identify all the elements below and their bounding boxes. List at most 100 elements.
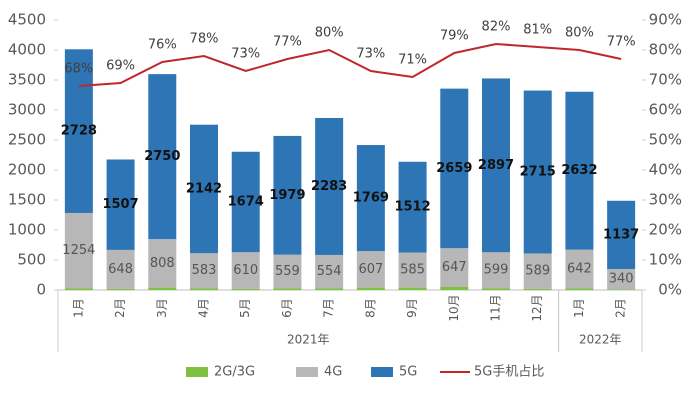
- y2-tick-label: 70%: [649, 71, 682, 89]
- y-tick-label: 3000: [8, 101, 46, 119]
- x-tick-label: 4月: [197, 298, 211, 318]
- value-label: 77%: [607, 35, 636, 50]
- bar-segment: [565, 249, 594, 289]
- x-tick-label: 1月: [71, 298, 85, 318]
- value-label: 1254: [62, 243, 95, 258]
- value-label: 80%: [315, 26, 344, 41]
- bar-segment: [523, 90, 552, 254]
- y2-tick-label: 90%: [649, 11, 682, 29]
- bar-segment: [190, 288, 218, 290]
- value-label: 2659: [436, 161, 472, 176]
- legend-swatch: [296, 367, 318, 377]
- bar-segment: [64, 49, 93, 213]
- x-tick-label: 8月: [363, 298, 377, 318]
- value-label: 1137: [603, 227, 639, 242]
- value-label: 82%: [482, 20, 511, 35]
- bar-segment: [356, 145, 385, 252]
- y2-tick-label: 30%: [649, 191, 682, 209]
- bar-segment: [148, 74, 177, 240]
- y-tick-label: 0: [36, 281, 46, 299]
- y2-tick-label: 80%: [649, 41, 682, 59]
- legend-label: 2G/3G: [214, 365, 255, 380]
- y2-tick-label: 20%: [649, 221, 682, 239]
- y-tick-label: 1500: [8, 191, 46, 209]
- x-tick-label: 6月: [280, 298, 294, 318]
- bar-segment: [523, 288, 552, 290]
- value-label: 73%: [356, 47, 385, 62]
- bar-segment: [398, 287, 427, 290]
- value-label: 647: [442, 260, 467, 275]
- legend-swatch: [186, 367, 208, 377]
- x-tick-label: 2月: [614, 298, 628, 318]
- legend-label: 5G手机占比: [474, 365, 544, 380]
- bar-segment: [356, 287, 385, 290]
- value-label: 81%: [523, 23, 552, 38]
- bar-segment: [565, 288, 594, 290]
- bar-segment: [482, 288, 510, 290]
- value-label: 80%: [565, 26, 594, 41]
- bar-segment: [315, 288, 344, 290]
- y-tick-label: 1000: [8, 221, 46, 239]
- bar-segment: [273, 254, 302, 289]
- value-label: 1512: [394, 200, 430, 215]
- y-tick-label: 3500: [8, 71, 46, 89]
- bar-segment: [607, 200, 636, 269]
- bar-segment: [482, 78, 510, 253]
- value-label: 583: [192, 263, 217, 278]
- y-tick-label: 4500: [8, 11, 46, 29]
- value-label: 78%: [190, 32, 219, 47]
- y2-tick-label: 40%: [649, 161, 682, 179]
- value-label: 1979: [269, 188, 305, 203]
- line: [78, 42, 622, 87]
- bar-segment: [356, 251, 385, 288]
- x-tick-label: 11月: [489, 294, 503, 321]
- y2-tick-label: 0%: [658, 281, 682, 299]
- bar-segment: [148, 287, 177, 290]
- bar-segment: [565, 91, 594, 250]
- value-label: 340: [609, 272, 634, 287]
- x-tick-label: 3月: [155, 298, 169, 318]
- value-label: 73%: [231, 47, 260, 62]
- bar-segment: [64, 212, 93, 289]
- value-label: 599: [484, 263, 509, 278]
- value-label: 1507: [102, 197, 138, 212]
- value-label: 648: [108, 262, 133, 277]
- bar-segment: [482, 252, 510, 289]
- bar-segment: [190, 124, 218, 254]
- bar-segment: [106, 249, 135, 289]
- bar-segment: [231, 288, 260, 290]
- bar-segment: [190, 253, 218, 289]
- value-label: 2715: [520, 165, 556, 180]
- x-tick-label: 9月: [405, 298, 419, 318]
- legend-swatch: [371, 367, 393, 377]
- x-tick-label: 5月: [238, 298, 252, 318]
- bar-segment: [440, 88, 469, 249]
- value-label: 1769: [353, 191, 389, 206]
- value-label: 554: [317, 264, 342, 279]
- value-label: 2283: [311, 179, 347, 194]
- group-label: 2021年: [287, 333, 330, 347]
- x-tick-label: 7月: [322, 298, 336, 318]
- bar-segment: [106, 159, 135, 250]
- y-tick-label: 500: [17, 251, 46, 269]
- bar-segment: [273, 288, 302, 290]
- bar-segment: [398, 161, 427, 253]
- bar-segment: [607, 269, 636, 290]
- value-label: 2632: [561, 163, 597, 178]
- bar-segment: [607, 289, 636, 290]
- value-label: 71%: [398, 53, 427, 68]
- value-label: 2142: [186, 181, 222, 196]
- x-tick-label: 12月: [530, 294, 544, 321]
- bar-segment: [273, 135, 302, 255]
- bar-segment: [440, 248, 469, 287]
- value-label: 77%: [273, 35, 302, 50]
- bar-segment: [398, 252, 427, 288]
- y-tick-label: 4000: [8, 41, 46, 59]
- bar-segment: [106, 288, 135, 290]
- legend-label: 5G: [399, 365, 417, 380]
- value-label: 68%: [64, 62, 93, 77]
- bar-segment: [523, 253, 552, 289]
- value-label: 559: [275, 264, 300, 279]
- y2-tick-label: 50%: [649, 131, 682, 149]
